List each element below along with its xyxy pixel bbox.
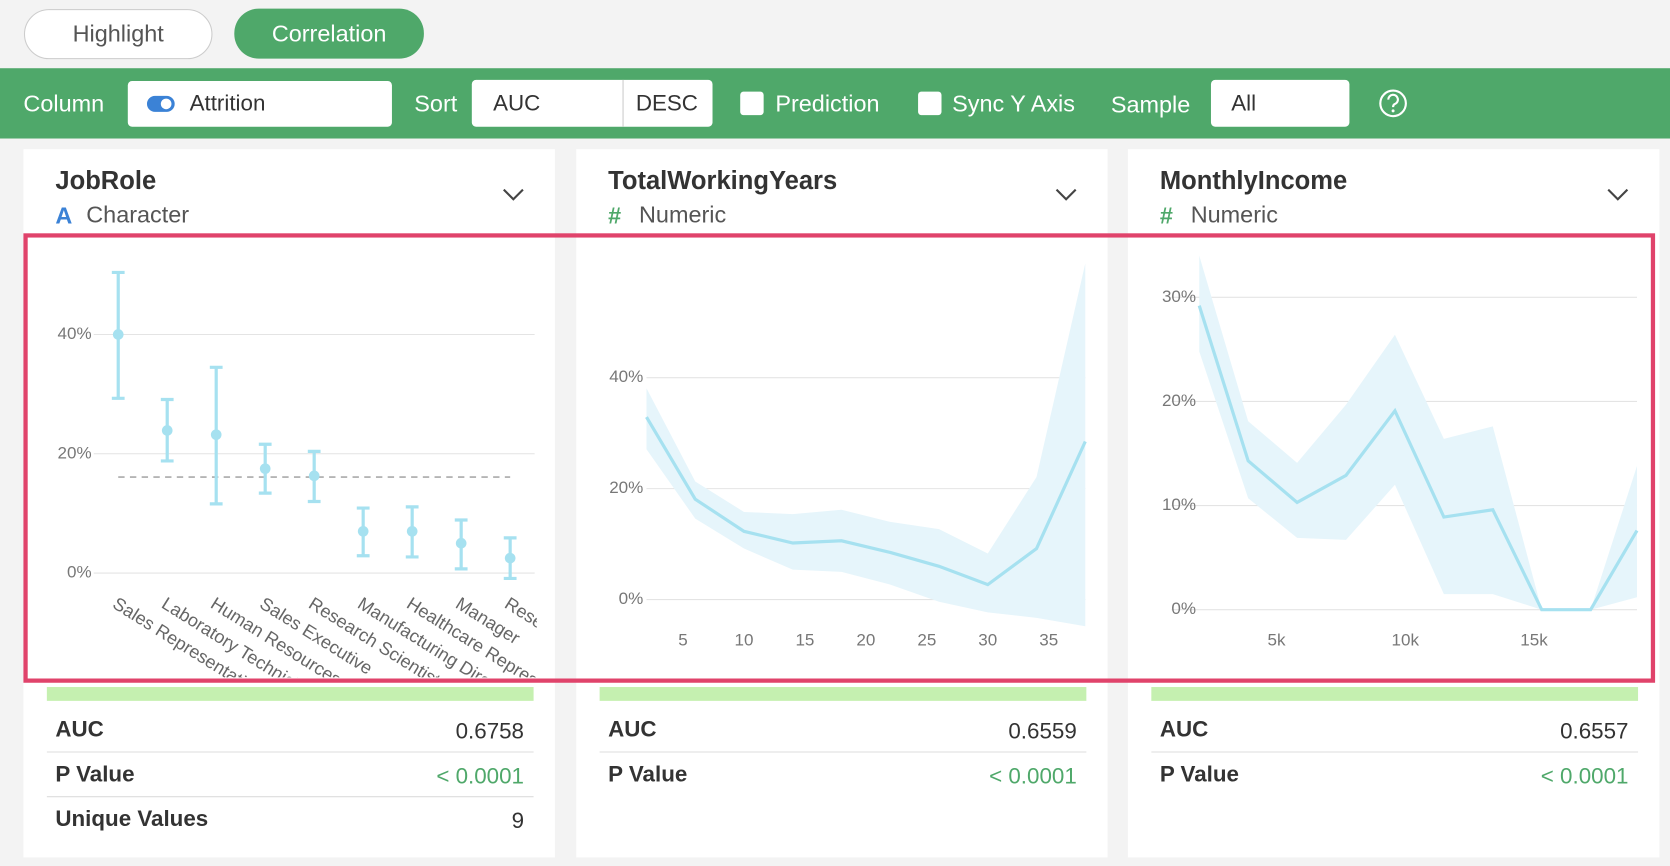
sample-value: All: [1231, 90, 1256, 115]
sample-select[interactable]: [1210, 79, 1350, 127]
toggle-knob: [160, 98, 172, 110]
stat-label: P Value: [1160, 761, 1239, 786]
y-tick-label: 20%: [609, 478, 643, 497]
column-select[interactable]: [127, 81, 392, 127]
sample-label: Sample: [1111, 92, 1190, 118]
point: [406, 525, 418, 537]
sort-value[interactable]: AUC: [493, 90, 540, 115]
point: [308, 470, 320, 482]
stat-label: AUC: [55, 717, 103, 742]
tab-highlight[interactable]: [23, 9, 213, 60]
line: [645, 416, 1087, 587]
stat-value: 0.6557: [1560, 719, 1628, 744]
checkbox[interactable]: [740, 91, 764, 116]
chevron[interactable]: [1607, 188, 1629, 201]
tab-correlation[interactable]: [234, 8, 424, 59]
type-label: Numeric: [639, 201, 726, 227]
x-tick-label: 5k: [1267, 631, 1285, 650]
type-icon: #: [608, 203, 621, 229]
x-tick-label: 30: [978, 631, 997, 650]
tab-label[interactable]: Correlation: [272, 20, 387, 46]
y-tick-label: 40%: [58, 324, 92, 343]
column-value: Attrition: [190, 90, 266, 115]
stat-value: < 0.0001: [1541, 763, 1629, 788]
stat-label: AUC: [608, 717, 656, 742]
y-tick-label: 0%: [67, 563, 92, 582]
highlight-frame: [23, 233, 1656, 683]
prediction-label[interactable]: Prediction: [775, 91, 879, 117]
y-tick-label: 10%: [1162, 495, 1196, 514]
chevron[interactable]: [503, 188, 524, 201]
card-title: TotalWorkingYears: [608, 167, 837, 195]
point: [357, 525, 369, 537]
type-label: Character: [86, 201, 189, 227]
card-title: MonthlyIncome: [1160, 167, 1347, 195]
y-tick-label: 0%: [1171, 599, 1196, 618]
tab-label[interactable]: Highlight: [73, 20, 165, 46]
stat-value: 9: [512, 808, 524, 833]
chart: 0% 10% 20% 30% 5k 10k 15k: [1162, 255, 1639, 650]
summary-bar: [599, 687, 1087, 701]
point: [504, 552, 516, 564]
card-bg: [23, 149, 555, 858]
point: [210, 429, 222, 441]
point: [112, 329, 124, 340]
y-tick-label: 0%: [619, 589, 644, 608]
stat-label: Unique Values: [55, 806, 208, 831]
card: MonthlyIncome # Numeric AUC 0.6557 P Value < 0…: [1127, 149, 1660, 858]
point: [455, 537, 467, 549]
card-bg: [576, 149, 1108, 858]
type-icon: A: [55, 203, 72, 229]
card-title: JobRole: [55, 167, 156, 195]
chevron[interactable]: [1055, 188, 1077, 201]
x-tick-label: 10k: [1392, 631, 1420, 650]
stat-label: P Value: [55, 761, 134, 786]
summary-bar: [46, 687, 534, 701]
card-bg: [1127, 149, 1660, 858]
card: JobRole A Character AUC 0.6758 P Value < 0.000…: [23, 149, 555, 858]
x-tick-label: 5: [678, 631, 687, 650]
y-tick-label: 20%: [1162, 391, 1196, 410]
chart: 0% 20% 40% 5 10 15 20 25 30 35: [609, 263, 1087, 650]
stat-label: AUC: [1160, 717, 1208, 742]
x-tick-label: 25: [917, 631, 936, 650]
y-tick-label: 30%: [1162, 287, 1196, 306]
stat-label: P Value: [608, 761, 687, 786]
column-label: Column: [23, 91, 104, 117]
point: [161, 425, 173, 436]
type-icon: #: [1160, 203, 1173, 229]
sort-order[interactable]: DESC: [636, 90, 698, 115]
x-tick-label: 35: [1039, 631, 1058, 650]
sort-select[interactable]: [471, 79, 713, 127]
stat-value: < 0.0001: [989, 763, 1077, 788]
type-label: Numeric: [1191, 201, 1278, 227]
x-tick-label: 20: [856, 631, 875, 650]
point: [259, 463, 271, 475]
checkbox[interactable]: [918, 91, 942, 116]
sync-label[interactable]: Sync Y Axis: [952, 91, 1075, 117]
x-tick-label: 15: [795, 631, 814, 650]
y-tick-label: 40%: [609, 367, 643, 386]
confidence-band: [1199, 255, 1637, 610]
stat-value: < 0.0001: [436, 763, 524, 788]
stat-value: 0.6758: [456, 719, 524, 744]
x-tick-label: 15k: [1520, 631, 1548, 650]
x-tick-label: 10: [735, 631, 754, 650]
y-tick-label: 20%: [58, 443, 92, 462]
stat-value: 0.6559: [1008, 719, 1076, 744]
help-icon[interactable]: [1379, 89, 1407, 118]
sort-label: Sort: [414, 91, 457, 117]
line: [1197, 305, 1639, 612]
card: TotalWorkingYears # Numeric AUC 0.6559 P Valu…: [576, 149, 1108, 858]
summary-bar: [1151, 687, 1639, 701]
